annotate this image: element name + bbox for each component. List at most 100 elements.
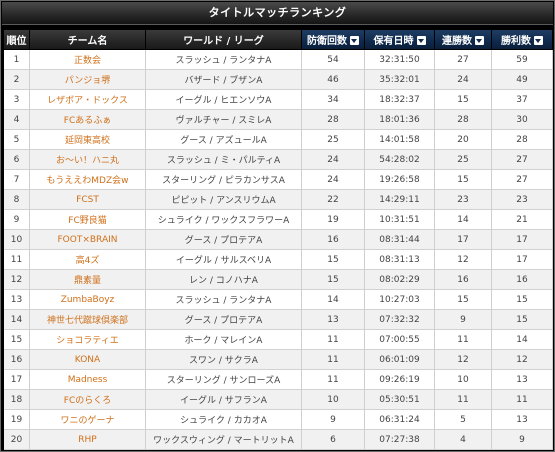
held-time-cell: 07:00:55 <box>365 330 435 350</box>
defenses-cell: 6 <box>302 430 365 450</box>
defenses-cell: 15 <box>302 250 365 270</box>
defenses-cell: 19 <box>302 210 365 230</box>
table-row: 5 延岡東高校 グース / アズュールA 25 14:01:58 20 28 <box>4 130 553 150</box>
team-name-cell[interactable]: レザボア・ドックス <box>30 90 146 110</box>
streak-cell: 28 <box>435 110 492 130</box>
team-name-cell[interactable]: もうええわMDZ会w <box>30 170 146 190</box>
rank-cell: 7 <box>4 170 30 190</box>
team-name-cell[interactable]: 正数会 <box>30 50 146 70</box>
wins-cell: 30 <box>492 110 553 130</box>
table-row: 18 FCのらくろ イーグル / サフランA 10 05:30:51 11 11 <box>4 390 553 410</box>
team-name-cell[interactable]: パンジョ堺 <box>30 70 146 90</box>
held-time-cell: 08:31:44 <box>365 230 435 250</box>
team-name-cell[interactable]: ワニのゲーナ <box>30 410 146 430</box>
wins-cell: 27 <box>492 170 553 190</box>
table-row: 6 お〜い！ハニ丸 スラッシュ / ミ・パルティA 24 54:28:02 25 27 <box>4 150 553 170</box>
rank-cell: 19 <box>4 410 30 430</box>
wins-cell: 14 <box>492 330 553 350</box>
wins-cell: 9 <box>492 430 553 450</box>
streak-cell: 9 <box>435 310 492 330</box>
table-row: 4 FCあるふぁ ヴァルチャー / スミレA 28 18:01:36 28 30 <box>4 110 553 130</box>
team-name-cell[interactable]: FCST <box>30 190 146 210</box>
team-name-cell[interactable]: ショコラティエ <box>30 330 146 350</box>
table-row: 13 ZumbaBoyz スラッシュ / ランタナA 14 10:27:03 15 15 <box>4 290 553 310</box>
wins-cell: 17 <box>492 250 553 270</box>
team-name-cell[interactable]: FOOT×BRAIN <box>30 230 146 250</box>
team-name-cell[interactable]: Madness <box>30 370 146 390</box>
team-name-cell[interactable]: 高4ズ <box>30 250 146 270</box>
table-row: 17 Madness スターリング / サンローズA 11 09:26:19 10 13 <box>4 370 553 390</box>
wins-cell: 15 <box>492 310 553 330</box>
world-league-cell: グース / アズュールA <box>146 130 302 150</box>
rank-cell: 20 <box>4 430 30 450</box>
sort-dropdown-icon[interactable] <box>475 35 484 45</box>
rank-cell: 4 <box>4 110 30 130</box>
sort-wins-header[interactable]: 勝利数 <box>492 30 553 50</box>
table-row: 16 KONA スワン / サクラA 11 06:01:09 12 12 <box>4 350 553 370</box>
team-name-cell[interactable]: RHP <box>30 430 146 450</box>
streak-cell: 11 <box>435 390 492 410</box>
defenses-cell: 15 <box>302 270 365 290</box>
header-rank: 順位 <box>4 30 30 50</box>
world-league-cell: スターリング / ピラカンサスA <box>146 170 302 190</box>
defenses-cell: 11 <box>302 330 365 350</box>
defenses-cell: 54 <box>302 50 365 70</box>
rank-cell: 15 <box>4 330 30 350</box>
streak-cell: 10 <box>435 370 492 390</box>
wins-cell: 28 <box>492 130 553 150</box>
rank-cell: 8 <box>4 190 30 210</box>
streak-cell: 11 <box>435 330 492 350</box>
rank-cell: 3 <box>4 90 30 110</box>
world-league-cell: レン / コノハナA <box>146 270 302 290</box>
sort-dropdown-icon[interactable] <box>350 35 359 45</box>
held-time-cell: 09:26:19 <box>365 370 435 390</box>
team-name-cell[interactable]: 鼎素量 <box>30 270 146 290</box>
sort-dropdown-icon[interactable] <box>416 35 426 45</box>
rank-cell: 5 <box>4 130 30 150</box>
sort-dropdown-icon[interactable] <box>534 35 543 45</box>
rank-cell: 18 <box>4 390 30 410</box>
world-league-cell: イーグル / ヒエンソウA <box>146 90 302 110</box>
team-name-cell[interactable]: FCあるふぁ <box>30 110 146 130</box>
held-time-cell: 10:31:51 <box>365 210 435 230</box>
team-name-cell[interactable]: FC野良猫 <box>30 210 146 230</box>
sort-streak-header[interactable]: 連勝数 <box>435 30 492 50</box>
team-name-cell[interactable]: 延岡東高校 <box>30 130 146 150</box>
world-league-cell: イーグル / サフランA <box>146 390 302 410</box>
table-row: 19 ワニのゲーナ シュライク / カカオA 9 06:31:24 5 13 <box>4 410 553 430</box>
world-league-cell: ワックスウィング / マートリットA <box>146 430 302 450</box>
world-league-cell: ヴァルチャー / スミレA <box>146 110 302 130</box>
streak-cell: 14 <box>435 210 492 230</box>
defenses-cell: 9 <box>302 410 365 430</box>
team-name-cell[interactable]: FCのらくろ <box>30 390 146 410</box>
sort-held-header[interactable]: 保有日時 <box>365 30 435 50</box>
wins-cell: 12 <box>492 350 553 370</box>
world-league-cell: スラッシュ / ランタナA <box>146 50 302 70</box>
streak-cell: 15 <box>435 290 492 310</box>
table-row: 15 ショコラティエ ホーク / マレインA 11 07:00:55 11 14 <box>4 330 553 350</box>
streak-cell: 5 <box>435 410 492 430</box>
defenses-cell: 28 <box>302 110 365 130</box>
rank-cell: 13 <box>4 290 30 310</box>
team-name-cell[interactable]: 神世七代蹴球倶楽部 <box>30 310 146 330</box>
table-body: 1 正数会 スラッシュ / ランタナA 54 32:31:50 27 59 2 パンジョ堺 バザー… <box>4 50 553 450</box>
streak-cell: 23 <box>435 190 492 210</box>
wins-cell: 11 <box>492 390 553 410</box>
table-row: 14 神世七代蹴球倶楽部 グース / プロテアA 13 07:32:32 9 15 <box>4 310 553 330</box>
world-league-cell: スラッシュ / ランタナA <box>146 290 302 310</box>
wins-cell: 59 <box>492 50 553 70</box>
sort-defenses-header[interactable]: 防衛回数 <box>302 30 365 50</box>
streak-cell: 25 <box>435 150 492 170</box>
rank-cell: 2 <box>4 70 30 90</box>
held-time-cell: 06:01:09 <box>365 350 435 370</box>
streak-cell: 15 <box>435 170 492 190</box>
team-name-cell[interactable]: お〜い！ハニ丸 <box>30 150 146 170</box>
defenses-cell: 34 <box>302 90 365 110</box>
table-header-row: 順位 チーム名 ワールド / リーグ 防衛回数 保有日時 連勝数 勝利数 <box>4 30 553 50</box>
table-row: 7 もうええわMDZ会w スターリング / ピラカンサスA 24 19:26:58 15 2… <box>4 170 553 190</box>
team-name-cell[interactable]: ZumbaBoyz <box>30 290 146 310</box>
team-name-cell[interactable]: KONA <box>30 350 146 370</box>
rank-cell: 10 <box>4 230 30 250</box>
streak-cell: 4 <box>435 430 492 450</box>
held-time-cell: 32:31:50 <box>365 50 435 70</box>
